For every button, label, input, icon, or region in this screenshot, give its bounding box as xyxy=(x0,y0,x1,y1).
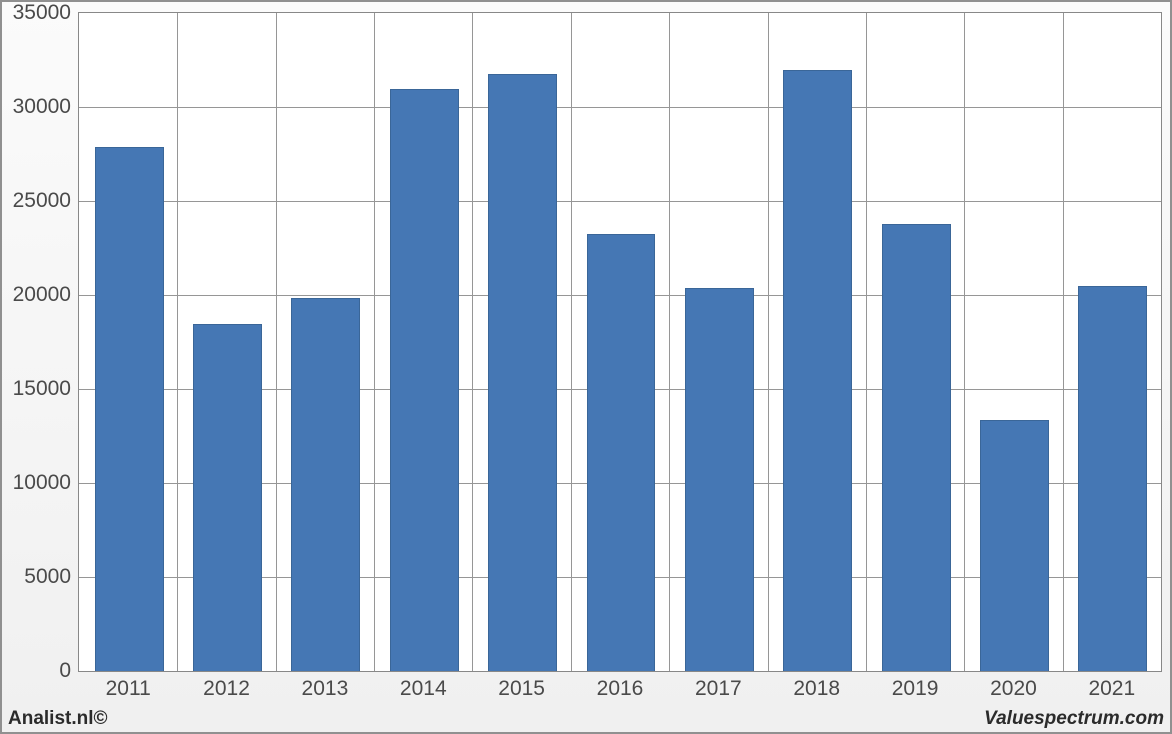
x-axis-label: 2014 xyxy=(400,671,447,701)
x-axis-label: 2019 xyxy=(892,671,939,701)
gridline-vertical xyxy=(177,13,178,671)
gridline-vertical xyxy=(276,13,277,671)
bar xyxy=(95,147,164,671)
y-axis-label: 35000 xyxy=(13,1,79,25)
gridline-vertical xyxy=(964,13,965,671)
gridline-vertical xyxy=(669,13,670,671)
bar xyxy=(291,298,360,671)
x-axis-label: 2021 xyxy=(1088,671,1135,701)
x-axis-label: 2017 xyxy=(695,671,742,701)
gridline-vertical xyxy=(768,13,769,671)
gridline-vertical xyxy=(571,13,572,671)
bar xyxy=(488,74,557,671)
chart-frame: 0 5000 10000 15000 20000 25000 30000 35000 2011 2… xyxy=(0,0,1172,734)
footer-right-text: Valuespectrum.com xyxy=(984,708,1164,730)
bar xyxy=(390,89,459,671)
x-axis-label: 2013 xyxy=(302,671,349,701)
y-axis-label: 5000 xyxy=(24,565,79,589)
bar xyxy=(587,234,656,671)
bar xyxy=(1078,286,1147,671)
footer-left-text: Analist.nl© xyxy=(8,708,108,730)
bar xyxy=(193,324,262,671)
bar xyxy=(783,70,852,671)
x-axis-label: 2012 xyxy=(203,671,250,701)
bar xyxy=(980,420,1049,671)
y-axis-label: 15000 xyxy=(13,377,79,401)
gridline-horizontal xyxy=(79,201,1161,202)
gridline-horizontal xyxy=(79,107,1161,108)
gridline-vertical xyxy=(472,13,473,671)
x-axis-label: 2015 xyxy=(498,671,545,701)
y-axis-label: 20000 xyxy=(13,283,79,307)
x-axis-label: 2016 xyxy=(597,671,644,701)
y-axis-label: 10000 xyxy=(13,471,79,495)
y-axis-label: 0 xyxy=(59,659,79,683)
y-axis-label: 30000 xyxy=(13,95,79,119)
x-axis-label: 2018 xyxy=(793,671,840,701)
bar xyxy=(685,288,754,671)
x-axis-label: 2011 xyxy=(106,671,151,701)
y-axis-label: 25000 xyxy=(13,189,79,213)
gridline-vertical xyxy=(866,13,867,671)
plot-area: 0500010000150002000025000300003500020112… xyxy=(78,12,1162,672)
gridline-vertical xyxy=(1063,13,1064,671)
bar xyxy=(882,224,951,671)
gridline-vertical xyxy=(374,13,375,671)
x-axis-label: 2020 xyxy=(990,671,1037,701)
